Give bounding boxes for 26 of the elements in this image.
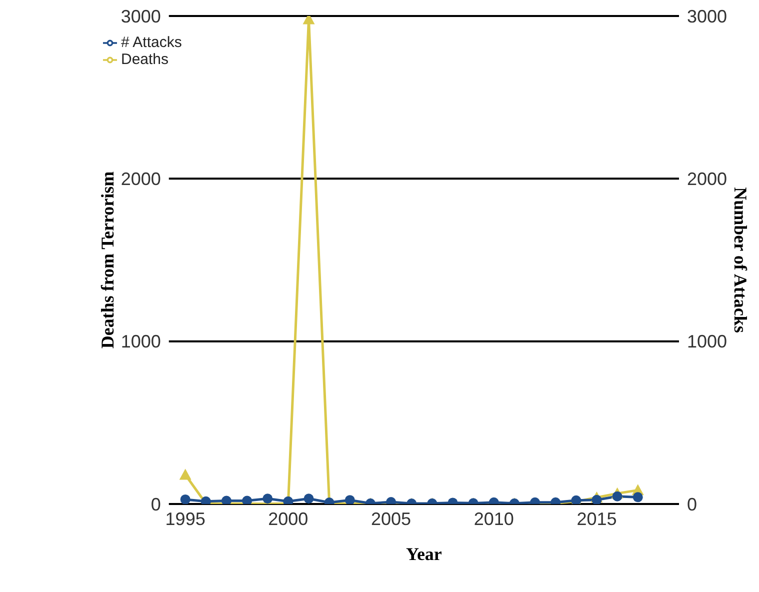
x-tick-label: 2005 — [371, 508, 412, 529]
point — [304, 494, 314, 504]
point — [632, 492, 643, 502]
y-tick-label: 1000 — [120, 332, 161, 352]
point — [612, 491, 622, 502]
legend-label: # Attacks — [121, 34, 182, 51]
y-tick-label: 2000 — [120, 169, 161, 190]
x-tick-label: 1995 — [165, 508, 206, 529]
point — [592, 494, 602, 504]
x-tick-label: 2000 — [268, 508, 308, 529]
y-tick-label: 0 — [150, 494, 161, 514]
y2-tick-label: 2000 — [687, 169, 728, 190]
x-axis-title: Year — [406, 544, 442, 564]
x-tick-label: 2015 — [576, 508, 617, 529]
y-axis-title: Deaths from Terrorism — [97, 171, 118, 349]
y2-tick-label: 1000 — [687, 332, 728, 352]
y2-tick-label: 3000 — [687, 6, 728, 26]
y2-axis-title: Number of Attacks — [730, 187, 751, 333]
x-tick-label: 2010 — [474, 508, 514, 529]
legend-label: Deaths — [121, 51, 169, 68]
point — [344, 495, 355, 504]
y2-tick-label: 0 — [687, 494, 698, 514]
point — [180, 494, 190, 504]
point — [179, 468, 192, 480]
y-tick-label: 3000 — [120, 6, 161, 26]
point — [262, 494, 273, 504]
